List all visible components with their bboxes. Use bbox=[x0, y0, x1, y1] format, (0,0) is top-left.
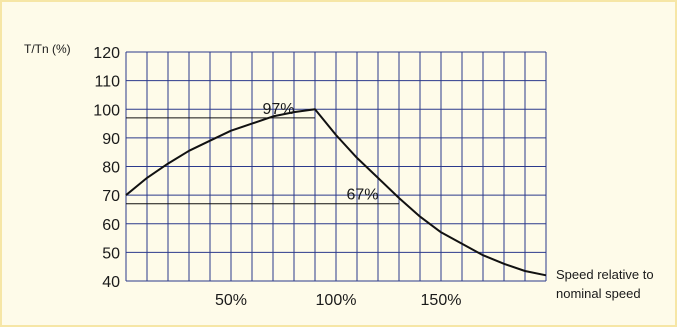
y-tick-label: 70 bbox=[102, 188, 120, 205]
y-tick-label: 60 bbox=[102, 217, 120, 234]
tick-labels: 120 110 100 90 80 70 60 50 40 50% 100% 150% bbox=[93, 45, 461, 309]
y-tick-label: 80 bbox=[102, 160, 120, 177]
annotations: 97% 67% bbox=[263, 101, 379, 204]
y-tick-label: 120 bbox=[93, 45, 120, 62]
grid bbox=[125, 51, 547, 282]
y-tick-label: 90 bbox=[102, 131, 120, 148]
annotation-label: 97% bbox=[263, 101, 295, 118]
y-tick-label: 40 bbox=[102, 274, 120, 291]
x-tick-label: 100% bbox=[316, 292, 357, 309]
y-axis-label: T/Tn (%) bbox=[24, 42, 71, 56]
x-tick-label: 150% bbox=[421, 292, 462, 309]
x-axis-label-line2: nominal speed bbox=[556, 286, 641, 301]
series-line bbox=[125, 108, 547, 277]
annotation-label: 67% bbox=[347, 187, 379, 204]
y-tick-label: 50 bbox=[102, 245, 120, 262]
y-tick-label: 100 bbox=[93, 102, 120, 119]
reference-lines bbox=[126, 117, 399, 205]
y-tick-label: 110 bbox=[94, 74, 120, 91]
x-axis-label-line1: Speed relative to bbox=[556, 267, 654, 282]
series-curve bbox=[125, 108, 547, 277]
x-tick-label: 50% bbox=[215, 292, 247, 309]
